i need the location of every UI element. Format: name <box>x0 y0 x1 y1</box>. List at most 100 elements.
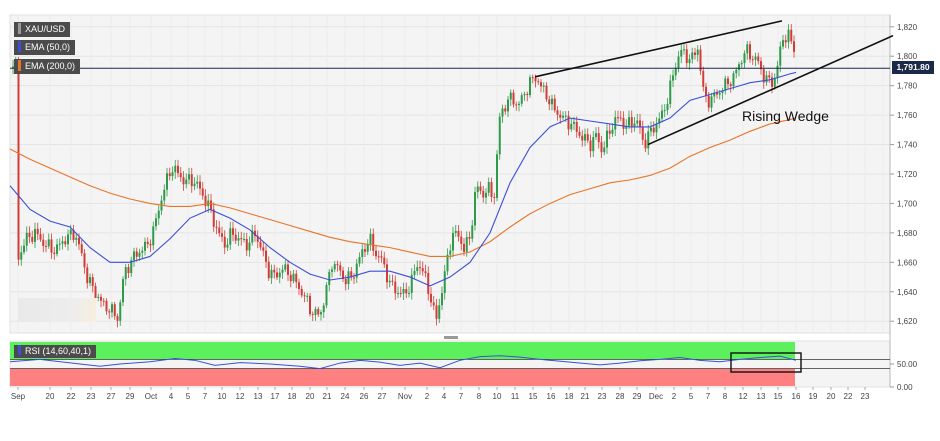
candle-body <box>581 135 584 141</box>
y-tick-label: 1,620 <box>897 317 918 326</box>
candle-body <box>292 273 295 282</box>
candle-body <box>430 293 432 303</box>
candle-body <box>537 81 540 83</box>
candle-body <box>229 228 232 245</box>
candle-body <box>72 229 75 240</box>
candle-body <box>113 304 116 317</box>
candle-body <box>606 130 608 148</box>
candle-body <box>339 265 342 271</box>
y-tick-label: 1,680 <box>897 229 918 238</box>
candle-body <box>529 77 531 96</box>
wedge-upper-trendline[interactable] <box>534 20 783 78</box>
candle-body <box>69 229 72 235</box>
candle-body <box>760 61 762 70</box>
candle-body <box>482 190 485 198</box>
candle-body <box>487 182 490 193</box>
candle-body <box>353 277 355 279</box>
candle-body <box>152 226 155 246</box>
candle-body <box>408 292 410 294</box>
candle-body <box>138 252 141 257</box>
candle-body <box>691 52 694 60</box>
candle-body <box>498 116 501 155</box>
y-tick-label: 1,720 <box>897 170 918 179</box>
candle-body <box>276 272 278 278</box>
x-tick-label: 20 <box>306 392 315 401</box>
candle-body <box>674 68 677 76</box>
x-tick-label: 16 <box>547 392 556 401</box>
x-tick-label: 20 <box>46 392 55 401</box>
legend-symbol-label: XAU/USD <box>25 24 66 34</box>
candle-body <box>427 273 430 294</box>
candle-body <box>757 56 760 62</box>
candle-body <box>628 117 630 126</box>
candle-body <box>287 264 289 275</box>
candle-body <box>504 108 507 112</box>
candle-body <box>86 267 89 284</box>
rsi-legend[interactable]: RSI (14,60,40,1) <box>14 345 97 358</box>
candle-body <box>311 314 314 316</box>
candle-body <box>243 238 245 240</box>
candle-body <box>493 196 496 198</box>
candle-body <box>325 284 328 306</box>
x-tick-label: 5 <box>186 392 191 401</box>
candle-body <box>267 261 270 279</box>
x-tick-label: 13 <box>254 392 263 401</box>
candle-body <box>270 269 273 279</box>
candle-body <box>793 41 795 52</box>
candle-body <box>251 230 254 243</box>
candle-body <box>42 239 45 247</box>
candle-body <box>366 244 369 252</box>
y-tick-label: 1,780 <box>897 82 918 91</box>
rsi-legend-label: RSI (14,60,40,1) <box>25 346 92 356</box>
candle-body <box>322 305 325 313</box>
legend-ema50[interactable]: EMA (50,0) <box>14 40 76 55</box>
candle-body <box>388 280 391 283</box>
candle-body <box>702 70 705 87</box>
candle-body <box>201 188 204 196</box>
candle-body <box>564 115 567 117</box>
candle-body <box>56 244 58 254</box>
candle-body <box>738 64 740 70</box>
candle-body <box>119 302 122 321</box>
x-tick-label: 29 <box>633 392 642 401</box>
candle-body <box>375 250 377 257</box>
ema50-swatch <box>18 41 21 52</box>
pane-resize-handle[interactable] <box>444 336 458 339</box>
x-tick-label: 20 <box>827 392 836 401</box>
x-tick-label: 4 <box>169 392 174 401</box>
candle-body <box>380 256 383 258</box>
candle-body <box>559 114 562 118</box>
candle-body <box>534 77 537 82</box>
candle-body <box>636 120 639 124</box>
candle-body <box>641 127 644 140</box>
candle-body <box>20 252 23 260</box>
rsi-highlight-box[interactable] <box>730 352 802 373</box>
candle-body <box>171 172 174 177</box>
candle-body <box>166 173 168 190</box>
candle-body <box>295 273 298 283</box>
candle-body <box>199 181 201 189</box>
legend-ema200[interactable]: EMA (200,0) <box>14 59 81 74</box>
candle-body <box>237 238 240 241</box>
legend-ema200-label: EMA (200,0) <box>25 61 76 71</box>
legend-symbol[interactable]: XAU/USD <box>14 22 71 37</box>
candle-body <box>724 78 727 91</box>
candle-body <box>58 243 61 245</box>
candle-body <box>355 263 358 278</box>
candle-body <box>619 117 622 119</box>
x-tick-label: 2 <box>425 392 430 401</box>
candle-body <box>281 269 284 273</box>
candle-body <box>25 232 28 246</box>
y-tick-label: 1,640 <box>897 288 918 297</box>
wedge-lower-trendline[interactable] <box>647 34 894 146</box>
candle-body <box>108 311 111 313</box>
candle-body <box>254 230 256 237</box>
candle-body <box>300 288 303 296</box>
candle-body <box>575 121 578 132</box>
x-tick-label: 8 <box>723 392 728 401</box>
candle-body <box>394 281 397 294</box>
candle-body <box>762 69 765 83</box>
candle-body <box>578 131 581 136</box>
candle-body <box>586 134 589 141</box>
